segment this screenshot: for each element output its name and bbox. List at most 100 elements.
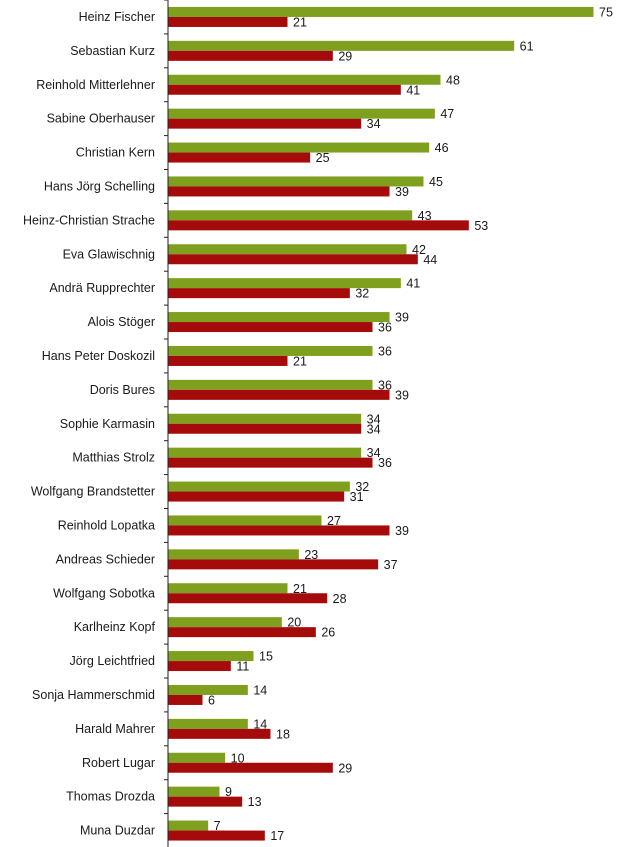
data-label: 27 (327, 514, 341, 528)
data-label: 34 (367, 412, 381, 426)
data-label: 25 (316, 151, 330, 165)
category-label: Muna Duzdar (80, 824, 155, 838)
category-label: Sonja Hammerschmid (32, 688, 155, 702)
data-label: 36 (378, 344, 392, 358)
data-label: 14 (253, 683, 267, 697)
category-label: Hans Jörg Schelling (44, 179, 155, 193)
data-label: 47 (440, 107, 454, 121)
data-label: 32 (355, 480, 369, 494)
data-label: 20 (287, 616, 301, 630)
category-label: Harald Mahrer (75, 722, 155, 736)
category-label: Alois Stöger (88, 315, 155, 329)
data-label: 36 (378, 378, 392, 392)
data-label: 43 (418, 209, 432, 223)
data-label: 7 (214, 819, 221, 833)
bar-series-1 (168, 74, 441, 85)
bar-series-1 (168, 583, 288, 594)
category-label: Karlheinz Kopf (74, 620, 156, 634)
bar-series-2 (168, 796, 243, 807)
data-label: 37 (384, 558, 398, 572)
bar-series-1 (168, 515, 322, 526)
bar-series-2 (168, 728, 271, 739)
data-label: 21 (293, 15, 307, 29)
bar-series-1 (168, 549, 299, 560)
data-label: 29 (338, 49, 352, 63)
data-label: 13 (248, 795, 262, 809)
data-label: 11 (236, 660, 249, 674)
bar-series-1 (168, 345, 373, 356)
data-label: 6 (208, 693, 215, 707)
data-label: 36 (378, 456, 392, 470)
bar-series-2 (168, 491, 345, 502)
bar-series-1 (168, 684, 248, 695)
data-label: 48 (446, 73, 460, 87)
value-labels: 7521612948414734462545394353424441323936… (208, 5, 613, 843)
bar-series-2 (168, 16, 288, 27)
bar-series-2 (168, 220, 469, 231)
category-label: Heinz Fischer (79, 10, 155, 24)
data-label: 41 (406, 83, 420, 97)
data-label: 9 (225, 785, 232, 799)
category-label: Wolfgang Brandstetter (31, 485, 155, 499)
category-label: Hans Peter Doskozil (42, 349, 155, 363)
category-label: Christian Kern (76, 146, 155, 160)
data-label: 21 (293, 354, 307, 368)
data-label: 17 (270, 829, 284, 843)
category-label: Sophie Karmasin (60, 417, 155, 431)
bar-series-2 (168, 254, 418, 265)
category-label: Doris Bures (90, 383, 155, 397)
data-label: 21 (293, 582, 307, 596)
data-label: 39 (395, 311, 409, 325)
bar-series-2 (168, 84, 401, 95)
bar-series-2 (168, 355, 288, 366)
bar-series-1 (168, 278, 401, 289)
bar-series-1 (168, 40, 515, 51)
bar-series-2 (168, 288, 350, 299)
data-label: 34 (367, 422, 381, 436)
category-labels: Heinz Fischer Sebastian Kurz Reinhold Mitt… (23, 10, 156, 838)
bar-series-1 (168, 312, 390, 323)
data-label: 45 (429, 175, 443, 189)
data-label: 39 (395, 388, 409, 402)
data-label: 61 (520, 39, 534, 53)
category-label: Eva Glawischnig (63, 247, 155, 261)
bar-series-2 (168, 152, 311, 163)
data-label: 53 (474, 219, 488, 233)
bar-series-1 (168, 413, 362, 424)
bar-series-1 (168, 142, 430, 153)
category-label: Andrä Rupprechter (49, 281, 155, 295)
bar-series-1 (168, 108, 435, 119)
category-label: Reinhold Lopatka (58, 518, 155, 532)
bar-series-2 (168, 423, 362, 434)
bar-series-1 (168, 651, 254, 662)
bar-series-1 (168, 210, 413, 221)
data-label: 15 (259, 650, 273, 664)
bar-series-2 (168, 559, 379, 570)
data-label: 34 (367, 117, 381, 131)
bar-series-1 (168, 447, 362, 458)
bar-series-2 (168, 457, 373, 468)
data-label: 39 (395, 524, 409, 538)
category-label: Sabine Oberhauser (47, 112, 155, 126)
category-label: Jörg Leichtfried (70, 654, 156, 668)
data-label: 44 (423, 253, 437, 267)
category-label: Andreas Schieder (56, 552, 155, 566)
bar-series-2 (168, 593, 328, 604)
bar-series-2 (168, 389, 390, 400)
data-label: 34 (367, 446, 381, 460)
category-label: Wolfgang Sobotka (53, 586, 155, 600)
bar-series-2 (168, 525, 390, 536)
category-label: Matthias Strolz (72, 451, 155, 465)
data-label: 10 (231, 751, 245, 765)
data-label: 46 (435, 141, 449, 155)
data-label: 14 (253, 717, 267, 731)
bar-series-1 (168, 617, 282, 628)
category-label: Robert Lugar (82, 756, 155, 770)
bar-series-2 (168, 50, 333, 61)
bar-series-2 (168, 322, 373, 333)
data-label: 36 (378, 321, 392, 335)
bar-series-2 (168, 661, 231, 672)
bar-series-2 (168, 762, 333, 773)
data-label: 75 (599, 5, 613, 19)
data-label: 18 (276, 727, 290, 741)
